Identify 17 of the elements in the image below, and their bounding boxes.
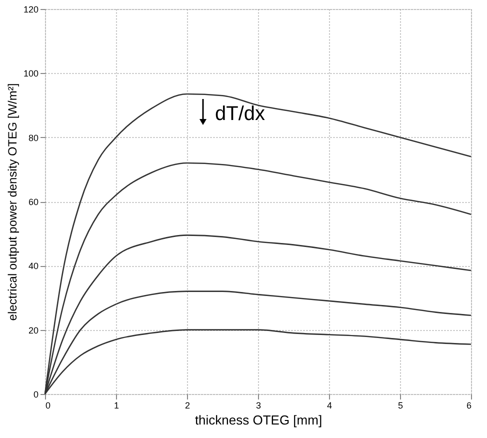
- y-tick-label: 40: [28, 261, 38, 272]
- x-tick-label: 5: [398, 400, 404, 410]
- x-tick-label: 4: [326, 400, 332, 410]
- annotation: dT/dx: [215, 103, 266, 125]
- x-tick-label: 0: [46, 400, 51, 410]
- y-tick-label: 20: [28, 325, 38, 336]
- x-tick-label: 6: [466, 400, 472, 410]
- y-tick-label: 0: [33, 390, 38, 400]
- y-tick-label: 100: [23, 68, 38, 79]
- y-tick-label: 80: [28, 132, 38, 143]
- y-axis-title: electrical output power density OTEG [W/m²]: [5, 83, 20, 321]
- y-tick-label: 60: [28, 197, 38, 207]
- x-tick-label: 3: [256, 400, 262, 410]
- y-tick-label: 120: [23, 4, 38, 14]
- x-tick-label: 2: [184, 400, 190, 410]
- x-axis-title: thickness OTEG [mm]: [194, 412, 322, 428]
- x-tick-label: 1: [114, 400, 120, 410]
